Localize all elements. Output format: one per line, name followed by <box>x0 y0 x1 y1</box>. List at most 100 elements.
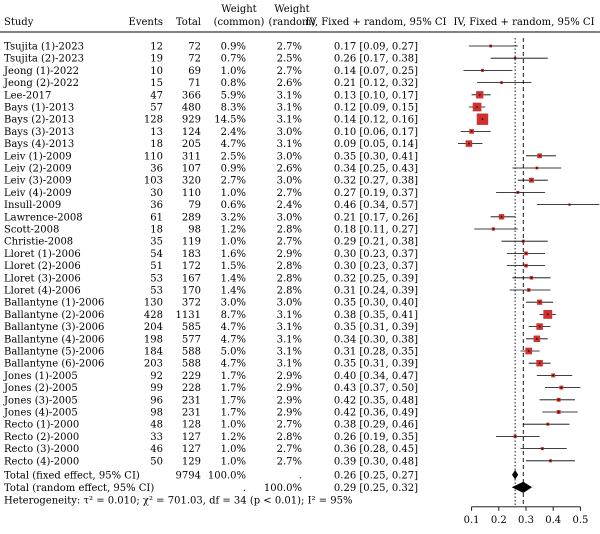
point-estimate <box>538 154 541 157</box>
events-value: 53 <box>150 286 163 297</box>
header-weight-random: Weight <box>274 4 309 15</box>
events-value: 35 <box>150 237 163 248</box>
point-estimate <box>538 301 541 304</box>
point-estimate <box>481 69 484 72</box>
header-weight-common: Weight <box>221 4 256 15</box>
events-value: 53 <box>150 273 163 284</box>
events-value: 46 <box>150 444 163 455</box>
study-label: Leiv (3)-2009 <box>4 176 72 187</box>
events-value: 15 <box>150 78 163 89</box>
weight-common-value: 1.0% <box>221 420 246 431</box>
study-label: Lawrence-2008 <box>4 212 83 223</box>
total-value: 107 <box>182 164 201 175</box>
ci-value: 0.42 [0.36, 0.49] <box>334 408 418 419</box>
study-label: Jones (2)-2005 <box>3 383 78 394</box>
point-estimate <box>530 179 533 182</box>
point-estimate <box>557 398 560 401</box>
ci-value: 0.42 [0.35, 0.48] <box>334 395 418 406</box>
study-label: Bays (2)-2013 <box>4 115 74 126</box>
ci-value: 0.30 [0.23, 0.37] <box>334 261 418 272</box>
events-value: 110 <box>144 151 163 162</box>
ci-value: 0.30 [0.23, 0.37] <box>334 249 418 260</box>
events-value: 12 <box>150 42 163 53</box>
study-label: Leiv (2)-2009 <box>4 164 72 175</box>
total-value: 1131 <box>176 310 201 321</box>
point-estimate <box>516 191 519 194</box>
study-label: Lloret (1)-2006 <box>4 249 81 260</box>
ci-value: 0.31 [0.28, 0.35] <box>334 347 418 358</box>
ci-value: 0.46 [0.34, 0.57] <box>334 200 418 211</box>
study-label: Lloret (3)-2006 <box>4 273 81 284</box>
study-label: Jeong (1)-2022 <box>3 66 79 77</box>
ci-value: 0.27 [0.19, 0.37] <box>334 188 418 199</box>
weight-common-value: 4.7% <box>221 139 246 150</box>
ci-value: 0.12 [0.09, 0.15] <box>334 103 418 114</box>
ci-value: 0.39 [0.30, 0.48] <box>334 456 418 467</box>
events-value: 130 <box>144 298 163 309</box>
point-estimate <box>535 167 538 169</box>
events-value: 18 <box>150 139 163 150</box>
point-estimate <box>514 435 517 438</box>
weight-common-value: 0.9% <box>221 164 246 175</box>
study-label: Jones (3)-2005 <box>3 395 78 406</box>
total-value: 311 <box>182 151 201 162</box>
weight-random-value: 3.1% <box>277 310 302 321</box>
total-value: 320 <box>182 176 201 187</box>
weight-common-value: 2.7% <box>221 176 246 187</box>
ci-value: 0.29 [0.21, 0.38] <box>334 237 418 248</box>
header-weight-random-sub: (random) <box>269 17 316 28</box>
weight-common-value: 1.5% <box>221 261 246 272</box>
weight-random-value: 2.7% <box>277 42 302 53</box>
weight-random-value: 2.7% <box>277 456 302 467</box>
weight-common-value: 1.2% <box>221 225 246 236</box>
ci-summary-value: 0.29 [0.25, 0.32] <box>334 483 418 494</box>
study-label: Lloret (2)-2006 <box>4 261 81 272</box>
weight-random-value: 3.1% <box>277 334 302 345</box>
weight-common-value: 1.0% <box>221 444 246 455</box>
ci-value: 0.14 [0.07, 0.25] <box>334 66 418 77</box>
point-estimate <box>541 447 544 450</box>
weight-common-value: 1.0% <box>221 237 246 248</box>
ci-value: 0.35 [0.31, 0.39] <box>334 322 418 333</box>
point-estimate <box>549 459 552 462</box>
weight-random-value: 2.5% <box>277 54 302 65</box>
weight-random-value: 3.1% <box>277 103 302 114</box>
total-random-label: Total (random effect, 95% CI) <box>4 483 154 494</box>
study-label: Recto (4)-2000 <box>4 456 79 467</box>
total-value: 577 <box>182 334 201 345</box>
ci-value: 0.34 [0.25, 0.43] <box>334 164 418 175</box>
study-label: Scott-2008 <box>4 225 59 236</box>
total-value: 98 <box>188 225 201 236</box>
x-tick-label: 0.3 <box>518 515 534 526</box>
events-value: 184 <box>144 347 163 358</box>
ci-value: 0.10 [0.06, 0.17] <box>334 127 418 138</box>
events-value: 103 <box>144 176 163 187</box>
x-tick-label: 0.5 <box>572 515 588 526</box>
weight-common-value: 1.0% <box>221 66 246 77</box>
weight-random-value: 2.7% <box>277 188 302 199</box>
point-estimate <box>538 362 541 365</box>
weight-random-value: 3.0% <box>277 127 302 138</box>
total-value: 480 <box>182 103 201 114</box>
ci-value: 0.43 [0.37, 0.50] <box>334 383 418 394</box>
ci-value: 0.14 [0.12, 0.16] <box>334 115 418 126</box>
point-estimate <box>546 313 549 316</box>
total-value: 119 <box>182 237 201 248</box>
fixed-effect-diamond <box>512 470 519 480</box>
total-value: 205 <box>182 139 201 150</box>
study-label: Jeong (2)-2022 <box>3 78 79 89</box>
ci-value: 0.38 [0.35, 0.41] <box>334 310 418 321</box>
events-value: 30 <box>150 188 163 199</box>
weight-common-total: . <box>243 483 246 494</box>
point-estimate <box>552 374 555 377</box>
total-value: 366 <box>182 90 201 101</box>
study-label: Insull-2009 <box>4 200 61 211</box>
weight-common-value: 0.9% <box>221 42 246 53</box>
weight-random-value: 2.7% <box>277 420 302 431</box>
study-label: Lloret (4)-2006 <box>4 286 81 297</box>
weight-random-value: 2.6% <box>277 78 302 89</box>
weight-common-value: 8.3% <box>221 103 246 114</box>
weight-random-value: 3.0% <box>277 151 302 162</box>
events-value: 61 <box>150 212 163 223</box>
point-estimate <box>560 386 563 389</box>
